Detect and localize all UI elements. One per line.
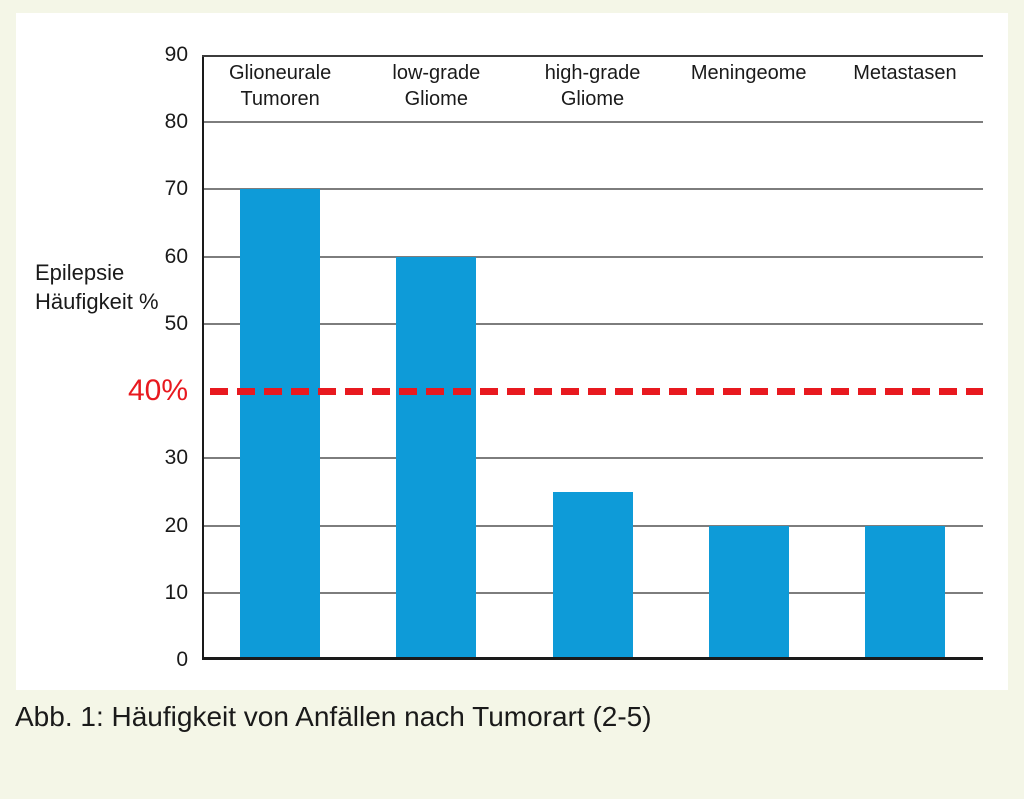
- bar: [864, 525, 945, 660]
- bar: [240, 189, 321, 660]
- gridline: [202, 188, 983, 191]
- chart-panel: [16, 13, 1008, 690]
- y-tick-label: 10: [164, 580, 188, 604]
- gridline: [202, 255, 983, 258]
- category-label: high-grade Gliome: [544, 62, 641, 111]
- plot-area: Glioneurale Tumoren low-grade Gliome high-…: [202, 55, 983, 660]
- bar: [396, 256, 477, 660]
- y-tick-label: 20: [164, 513, 188, 537]
- threshold-line: [210, 387, 983, 395]
- figure-caption: Abb. 1: Häufigkeit von Anfällen nach Tum…: [15, 701, 652, 732]
- y-tick-label: 60: [164, 244, 188, 268]
- y-tick-label: 50: [164, 311, 188, 335]
- category-label: low-grade Gliome: [392, 62, 481, 111]
- y-tick-label: 80: [164, 110, 188, 134]
- y-tick-label: 90: [164, 43, 188, 66]
- plot-top-border: [202, 55, 983, 57]
- bar: [708, 525, 789, 660]
- gridline: [202, 457, 983, 460]
- y-axis-title: Epilepsie Häufigkeit %: [35, 260, 159, 315]
- bar: [552, 491, 633, 660]
- category-label: Glioneurale Tumoren: [228, 62, 332, 111]
- y-axis-line: [202, 55, 204, 660]
- y-tick-label: 0: [176, 648, 188, 671]
- category-label: Meningeome: [690, 62, 807, 84]
- gridline: [202, 121, 983, 124]
- y-tick-label: 70: [164, 177, 188, 201]
- category-label: Metastasen: [853, 62, 957, 84]
- y-tick-label: 30: [164, 446, 188, 470]
- gridline: [202, 322, 983, 325]
- threshold-label: 40%: [127, 374, 188, 407]
- x-axis-line: [202, 657, 983, 660]
